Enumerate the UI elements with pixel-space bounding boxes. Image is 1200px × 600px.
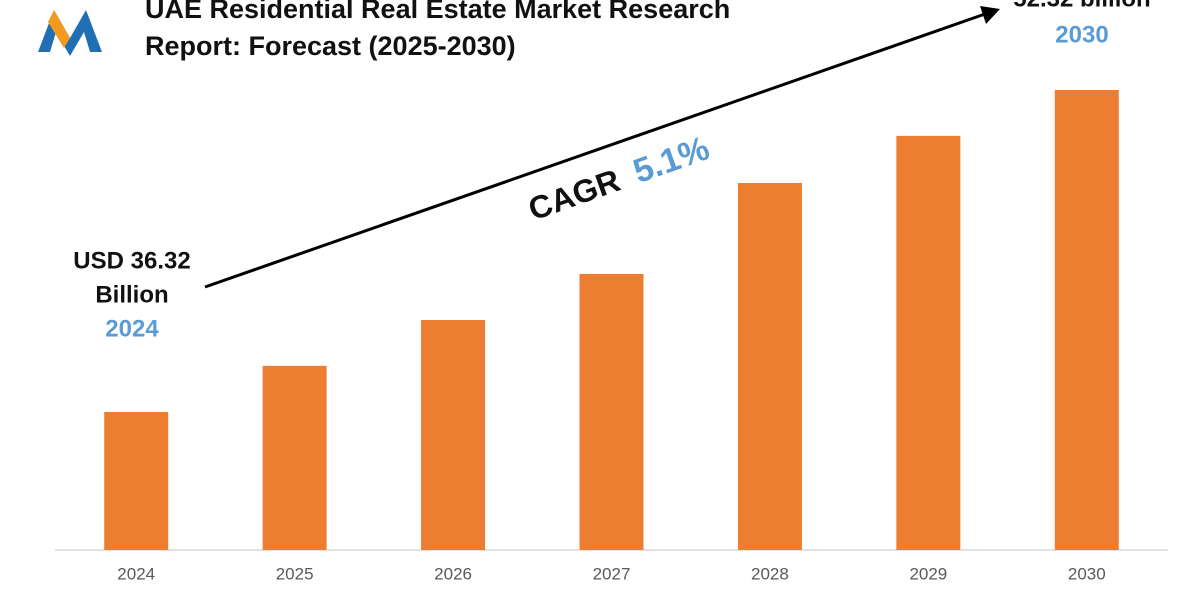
x-tick-label: 2025 (276, 564, 314, 583)
end-year: 2030 (1055, 21, 1108, 48)
x-tick-label: 2024 (117, 564, 155, 583)
end-annotation: 52.32 billion (1013, 0, 1150, 12)
cagr-arrow (204, 6, 1000, 289)
x-tick-label: 2026 (434, 564, 472, 583)
bar (262, 365, 327, 550)
start-annotation: Billion (95, 281, 168, 308)
bar (421, 320, 486, 550)
bar (1054, 90, 1119, 550)
start-year: 2024 (105, 315, 159, 342)
chart-title: UAE Residential Real Estate Market Resea… (145, 0, 730, 24)
bar (737, 182, 802, 550)
cagr-value: 5.1% (628, 129, 714, 191)
x-tick-label: 2028 (751, 564, 789, 583)
bar (579, 273, 644, 550)
bar (896, 135, 961, 550)
x-tick-label: 2029 (909, 564, 947, 583)
x-tick-label: 2027 (593, 564, 631, 583)
start-annotation: USD 36.32 (73, 247, 190, 274)
x-tick-label: 2030 (1068, 564, 1106, 583)
logo (38, 10, 102, 56)
chart-title: Report: Forecast (2025-2030) (145, 31, 516, 61)
bar (104, 411, 169, 550)
